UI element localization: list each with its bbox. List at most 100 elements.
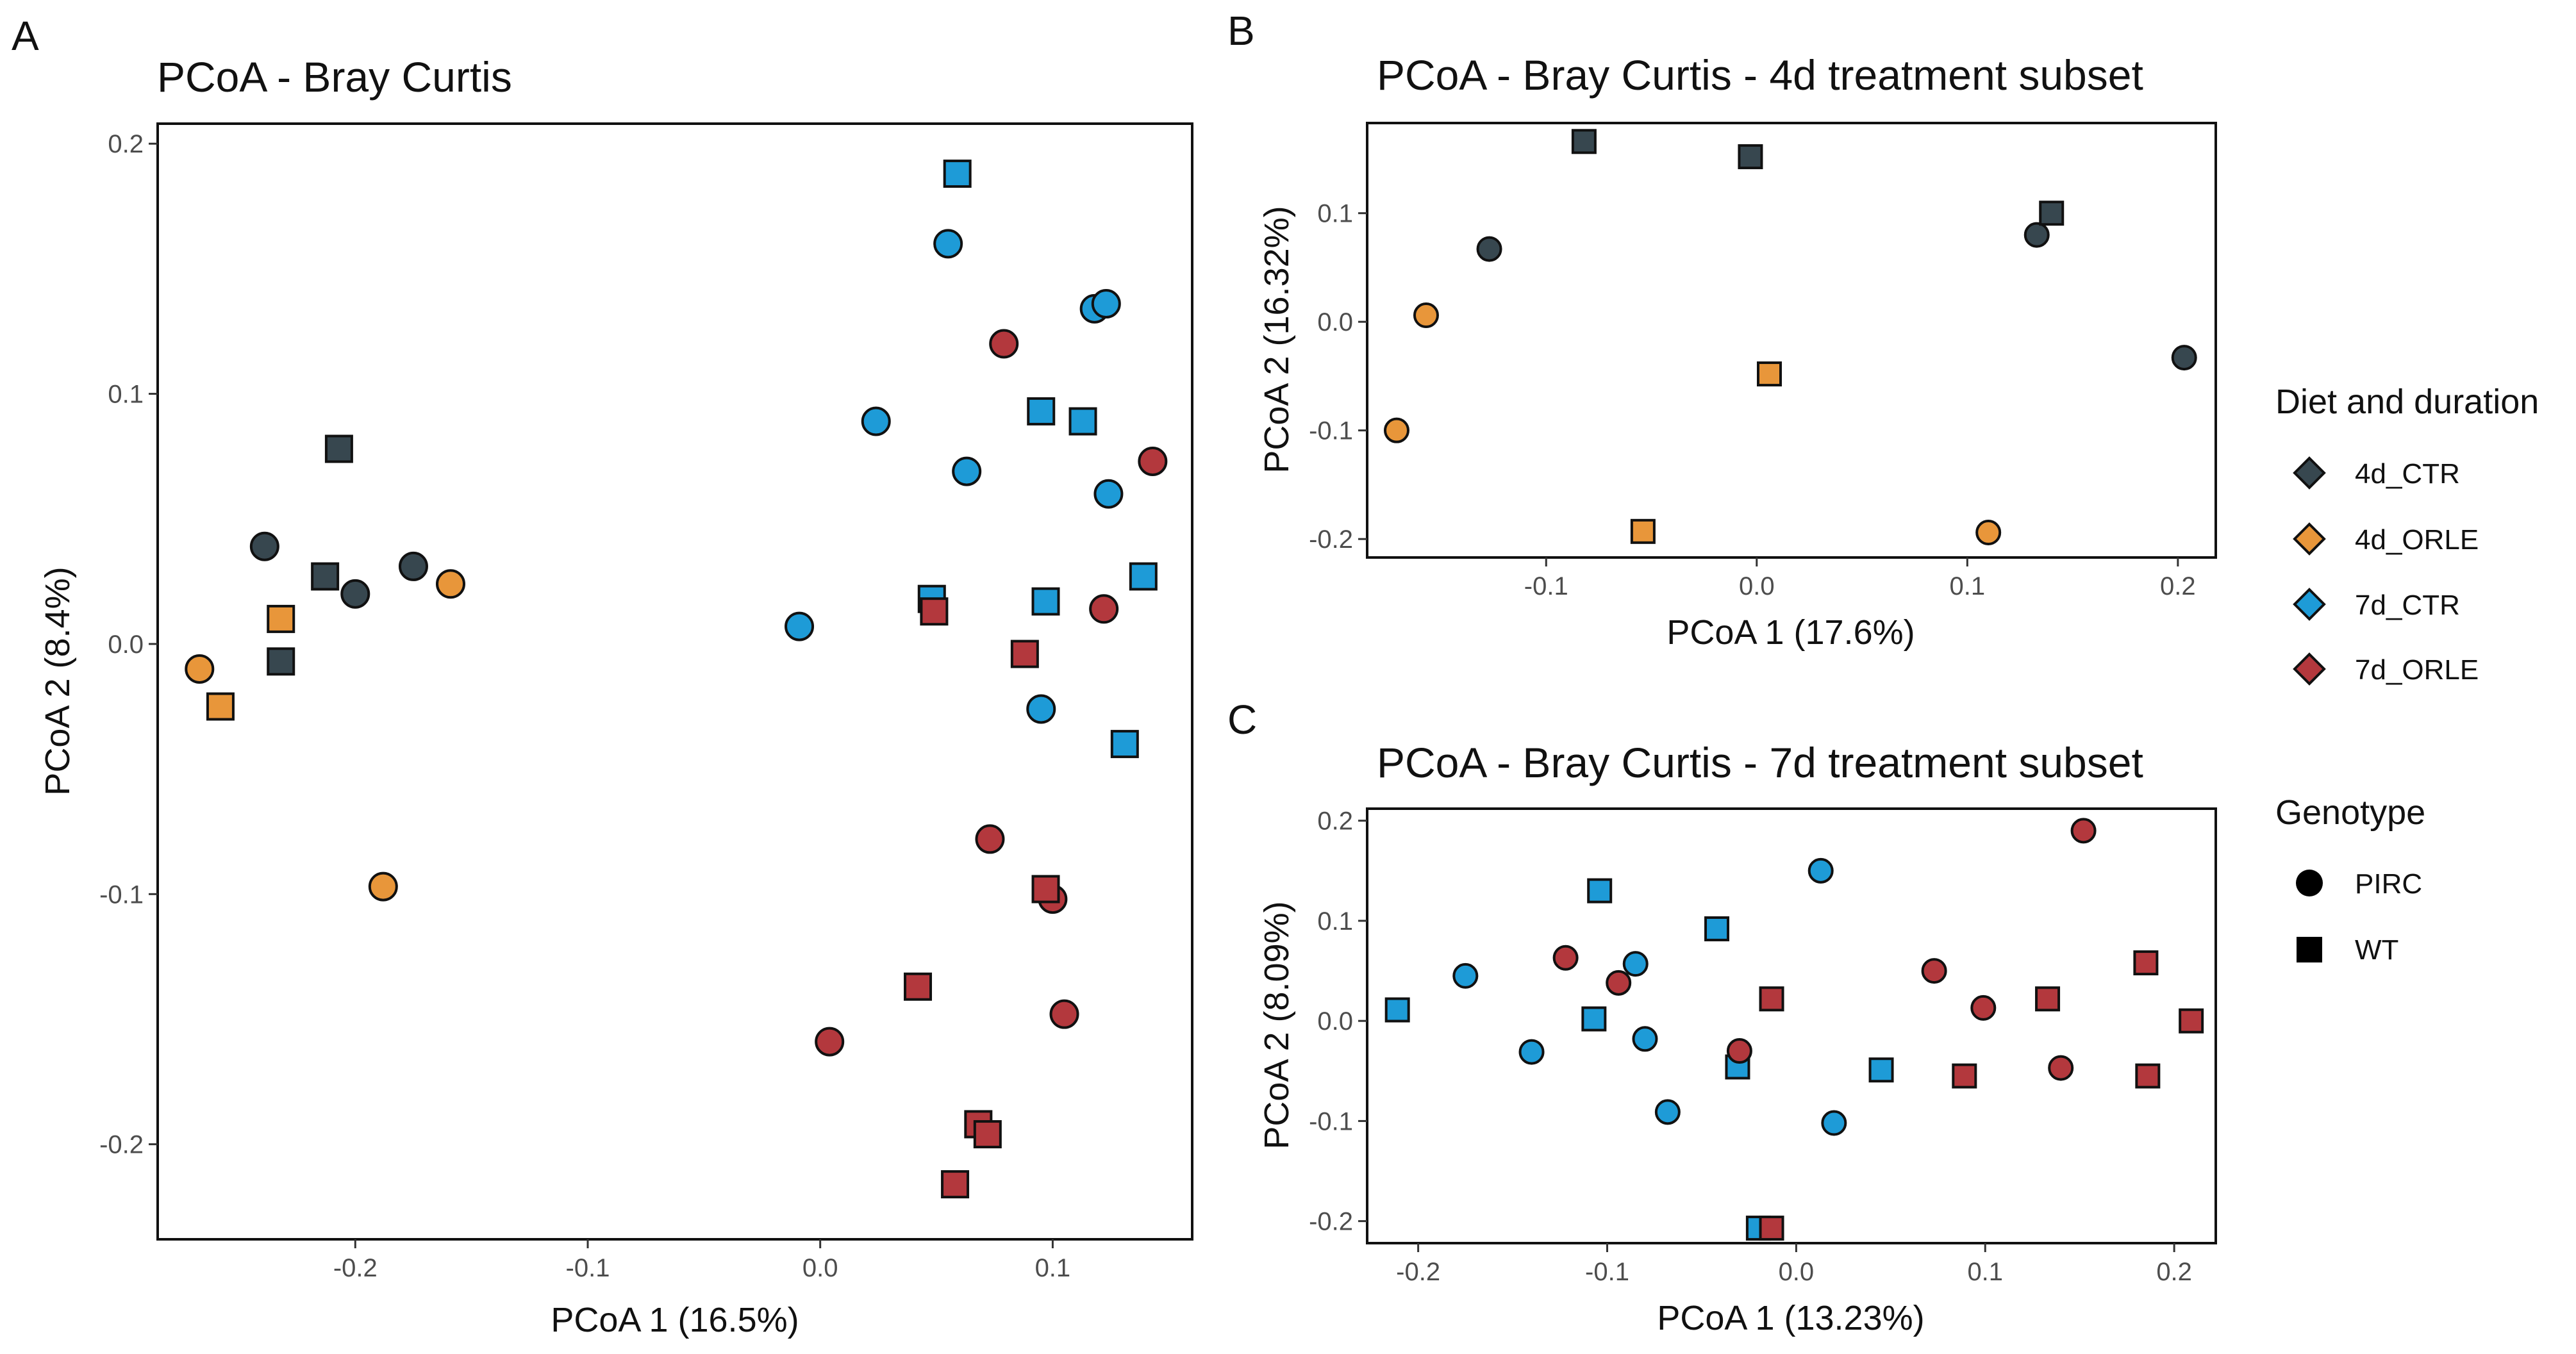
panel-a-y-tick-label: 0.0 — [108, 631, 144, 659]
panel-c-y-tick-label: 0.2 — [1317, 807, 1353, 836]
panel-c-point-7d-ctr-wt — [1581, 1006, 1607, 1032]
panel-b-points — [1383, 129, 2197, 546]
panel-letter-b: B — [1227, 8, 1255, 54]
panel-c-point-7d-ctr-pirc — [1518, 1039, 1545, 1065]
panel-a-point-7d-ctr-wt — [1110, 730, 1139, 759]
legend-label-7d-ctr: 7d_CTR — [2355, 590, 2460, 621]
panel-a-point-7d-orle-wt — [941, 1170, 970, 1199]
panel-a-point-7d-ctr-wt — [1027, 397, 1056, 425]
panel-letter-c: C — [1227, 697, 1257, 743]
panel-c: C PCoA - Bray Curtis - 7d treatment subs… — [1227, 697, 2217, 1337]
panel-c-point-7d-orle-pirc — [1970, 995, 1997, 1021]
panel-b-point-4d-orle-pirc — [1413, 302, 1439, 329]
legend-diet-title: Diet and duration — [2275, 383, 2539, 421]
panel-c-point-7d-ctr-wt — [1868, 1057, 1894, 1083]
panel-a-point-4d-orle-pirc — [185, 654, 215, 684]
legend-swatch-4d-orle — [2293, 522, 2326, 556]
panel-a-point-4d-orle-wt — [206, 692, 235, 721]
panel-a-point-7d-ctr-wt — [1068, 407, 1097, 436]
panel-b-x-tick-label: 0.1 — [1950, 572, 1986, 600]
panel-a-point-7d-orle-wt — [920, 597, 949, 626]
panel-a-title: PCoA - Bray Curtis — [157, 53, 512, 101]
legend-label-7d-orle: 7d_ORLE — [2355, 654, 2479, 686]
panel-a-points — [185, 160, 1168, 1199]
panel-c-point-7d-orle-pirc — [2048, 1055, 2074, 1081]
panel-c-point-7d-orle-pirc — [1921, 958, 1947, 984]
panel-letter-a: A — [12, 13, 39, 59]
panel-a-point-7d-orle-wt — [1031, 875, 1060, 904]
panel-c-y-axis-title: PCoA 2 (8.09%) — [1258, 901, 1296, 1149]
panel-b-title: PCoA - Bray Curtis - 4d treatment subset — [1377, 51, 2143, 99]
panel-a-point-4d-ctr-wt — [324, 434, 353, 463]
panel-b-x-tick-label: -0.1 — [1524, 572, 1568, 600]
panel-c-point-7d-orle-wt — [2135, 1063, 2161, 1089]
legend-label-pirc: PIRC — [2355, 868, 2422, 900]
panel-a-x-tick-label: -0.1 — [566, 1254, 610, 1282]
panel-a-point-7d-ctr-pirc — [952, 456, 982, 486]
legend-item-7d-orle: 7d_ORLE — [2293, 652, 2479, 686]
panel-c-point-7d-orle-pirc — [1552, 945, 1579, 971]
panel-b-y-tick-label: -0.2 — [1309, 525, 1353, 554]
panel-a-point-4d-ctr-pirc — [249, 531, 279, 561]
panel-c-frame — [1366, 807, 2217, 1244]
panel-a-point-4d-orle-wt — [267, 604, 295, 633]
legend-item-pirc: PIRC — [2296, 868, 2422, 900]
panel-c-point-7d-ctr-pirc — [1622, 951, 1649, 977]
panel-a-point-7d-orle-pirc — [1049, 999, 1079, 1029]
panel-c-point-7d-orle-wt — [1759, 1216, 1784, 1241]
panel-b-point-4d-orle-pirc — [1975, 520, 2002, 546]
panel-c-y-tick-label: -0.1 — [1309, 1107, 1353, 1135]
panel-c-x-tick-label: -0.2 — [1396, 1258, 1440, 1286]
panel-b-point-4d-ctr-pirc — [2171, 345, 2197, 371]
panel-a-ticks: -0.2 -0.1 0.0 0.1 -0.2 -0.1 0.0 0.1 0.2 — [99, 130, 1070, 1282]
panel-a-point-7d-orle-wt — [904, 972, 933, 1001]
panel-c-x-tick-label: -0.1 — [1585, 1258, 1629, 1286]
panel-b-point-4d-ctr-wt — [2039, 201, 2065, 226]
panel-a-point-7d-ctr-pirc — [861, 406, 891, 436]
panel-a-point-7d-orle-wt — [1010, 640, 1039, 668]
legend-label-4d-orle: 4d_ORLE — [2355, 524, 2479, 556]
panel-a-point-7d-orle-pirc — [975, 824, 1005, 854]
panel-c-y-tick-label: 0.0 — [1317, 1007, 1353, 1036]
panel-a-frame — [156, 122, 1193, 1241]
panel-b-x-tick-label: 0.2 — [2160, 572, 2196, 600]
panel-a-point-4d-ctr-wt — [311, 562, 340, 591]
legend-item-7d-ctr: 7d_CTR — [2293, 588, 2460, 621]
panel-c-ticks: -0.2 -0.1 0.0 0.1 0.2 -0.2 -0.1 0.0 0.1 0.2 — [1309, 807, 2192, 1286]
panel-c-point-7d-ctr-pirc — [1632, 1026, 1658, 1052]
panel-c-x-tick-label: 0.1 — [1967, 1258, 2003, 1286]
panel-c-point-7d-ctr-wt — [1587, 878, 1613, 904]
panel-c-point-7d-orle-wt — [2179, 1008, 2204, 1034]
legend-item-4d-ctr: 4d_CTR — [2293, 456, 2460, 490]
panel-b-point-4d-orle-pirc — [1383, 417, 1409, 443]
panel-c-point-7d-orle-wt — [2133, 950, 2159, 976]
panel-a-point-7d-ctr-pirc — [1091, 289, 1121, 319]
panel-a-point-4d-orle-pirc — [435, 569, 465, 599]
panel-c-point-7d-ctr-pirc — [1821, 1110, 1847, 1136]
panel-a-x-tick-label: 0.1 — [1035, 1254, 1071, 1282]
legend-genotype-title: Genotype — [2275, 793, 2425, 832]
panel-a-x-tick-label: 0.0 — [802, 1254, 838, 1282]
panel-c-point-7d-ctr-wt — [1384, 997, 1410, 1023]
panel-a-point-7d-ctr-pirc — [1026, 694, 1056, 724]
panel-b-y-axis-title: PCoA 2 (16.32%) — [1258, 206, 1296, 473]
panel-b-point-4d-orle-wt — [1757, 361, 1782, 387]
panel-b: B PCoA - Bray Curtis - 4d treatment subs… — [1227, 8, 2217, 652]
panel-c-point-7d-ctr-pirc — [1807, 857, 1834, 884]
panel-c-point-7d-orle-pirc — [1726, 1038, 1752, 1064]
panel-a-point-4d-ctr-pirc — [340, 579, 370, 609]
panel-b-point-4d-ctr-wt — [1738, 144, 1763, 170]
panel-b-y-tick-label: 0.1 — [1317, 200, 1353, 228]
legend-swatch-circle-pirc — [2296, 870, 2323, 896]
panel-b-x-tick-label: 0.0 — [1739, 572, 1775, 600]
panel-c-point-7d-orle-pirc — [1606, 970, 1632, 996]
legend-swatch-square-wt — [2297, 937, 2322, 962]
panel-b-point-4d-ctr-wt — [1571, 129, 1597, 154]
panel-a-point-7d-ctr-pirc — [1093, 479, 1124, 509]
panel-a-point-7d-orle-pirc — [989, 329, 1019, 359]
panel-a-y-axis-title: PCoA 2 (8.4%) — [38, 566, 77, 795]
panel-c-x-tick-label: 0.0 — [1779, 1258, 1815, 1286]
panel-b-y-tick-label: 0.0 — [1317, 308, 1353, 336]
panel-a-point-4d-ctr-wt — [267, 647, 295, 676]
panel-a-point-7d-ctr-pirc — [785, 611, 815, 641]
